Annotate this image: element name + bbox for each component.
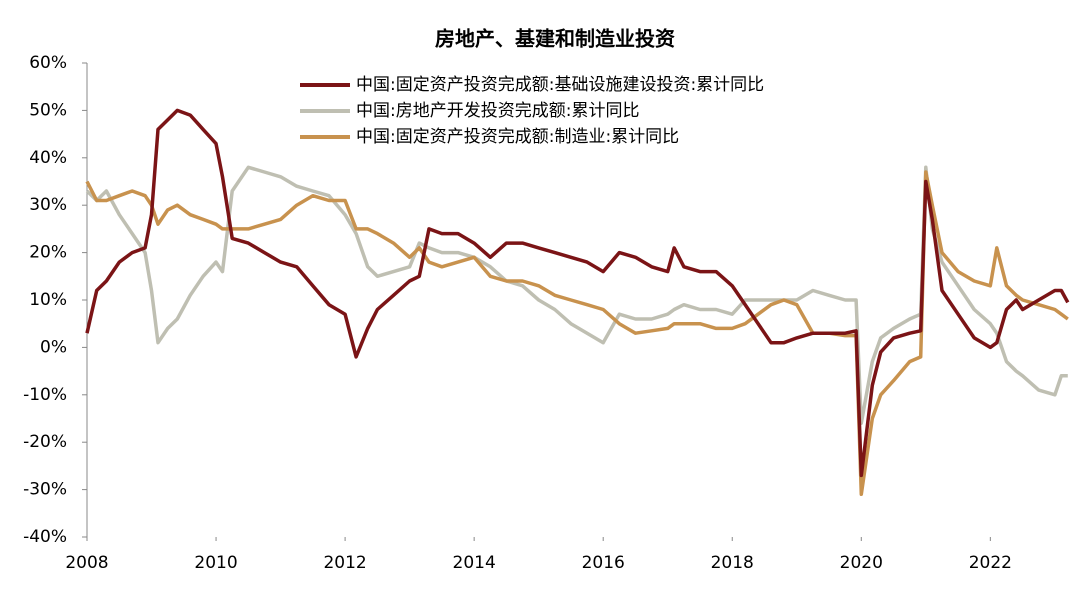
y-tick-label: 60% — [29, 53, 67, 73]
legend-label: 中国:房地产开发投资完成额:累计同比 — [356, 101, 639, 121]
series-line — [85, 108, 1070, 478]
x-tick-label: 2012 — [323, 553, 366, 573]
y-tick-label: 50% — [29, 100, 67, 120]
y-tick-label: 0% — [40, 337, 67, 357]
x-tick-label: 2016 — [582, 553, 625, 573]
y-tick-label: 20% — [29, 243, 67, 263]
y-tick-label: -30% — [23, 480, 67, 500]
x-tick-label: 2010 — [194, 553, 237, 573]
y-tick-label: 40% — [29, 148, 67, 168]
x-tick-label: 2014 — [453, 553, 496, 573]
x-tick-label: 2020 — [840, 553, 883, 573]
y-tick-label: -40% — [23, 527, 67, 547]
y-tick-label: -20% — [23, 432, 67, 452]
legend-label: 中国:固定资产投资完成额:制造业:累计同比 — [356, 127, 679, 147]
x-tick-label: 2022 — [969, 553, 1012, 573]
series-line — [85, 170, 1069, 497]
x-tick-label: 2018 — [711, 553, 754, 573]
y-tick-label: 30% — [29, 195, 67, 215]
y-tick-label: -10% — [23, 385, 67, 405]
x-tick-label: 2008 — [65, 553, 108, 573]
y-tick-label: 10% — [29, 290, 67, 310]
chart-title: 房地产、基建和制造业投资 — [435, 27, 675, 51]
legend-label: 中国:固定资产投资完成额:基础设施建设投资:累计同比 — [356, 75, 764, 95]
